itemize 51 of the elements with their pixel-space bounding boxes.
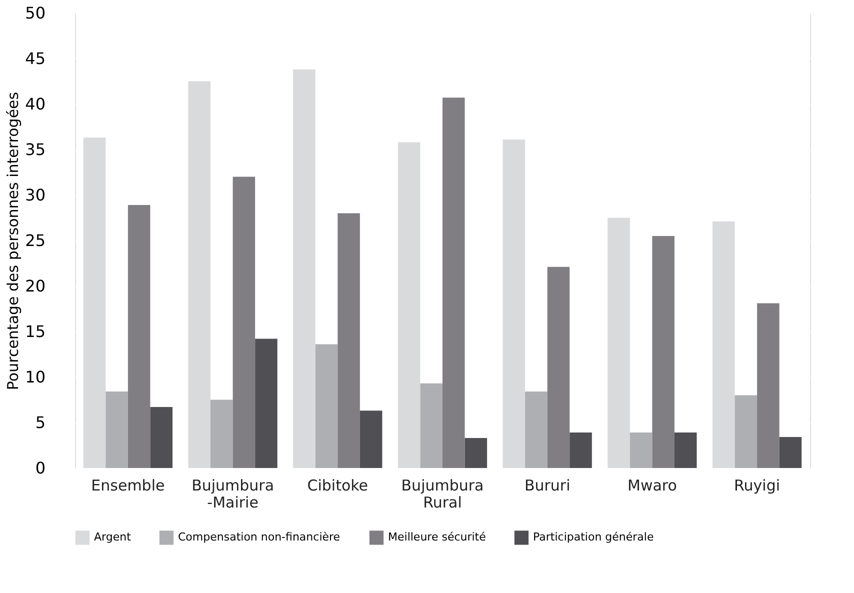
bar — [83, 138, 106, 468]
bar — [188, 81, 211, 468]
x-tick-label: Ensemble — [91, 476, 165, 494]
y-tick-label: 0 — [35, 458, 46, 478]
bar — [106, 392, 128, 468]
legend-label: Participation générale — [533, 530, 654, 544]
x-tick-label: Cibitoke — [307, 476, 368, 494]
bar — [442, 98, 465, 468]
bar — [547, 266, 570, 468]
bar — [525, 392, 548, 468]
bar — [652, 236, 674, 468]
bar — [464, 438, 488, 468]
y-tick-label: 15 — [25, 322, 46, 341]
bar — [502, 139, 526, 468]
legend-label: Argent — [94, 530, 132, 544]
bar — [674, 432, 697, 468]
y-axis-title: Pourcentage des personnes interrogées — [4, 92, 22, 390]
bar — [712, 221, 735, 468]
y-tick-label: 35 — [25, 140, 46, 159]
bar — [150, 407, 173, 468]
bar — [338, 213, 360, 468]
y-tick-label: 40 — [25, 94, 46, 114]
y-tick-label: 50 — [25, 4, 46, 22]
y-tick-label: 20 — [25, 276, 46, 296]
legend-label: Meilleure sécurité — [388, 530, 486, 544]
bar — [420, 383, 442, 468]
x-tick-label: Bururi — [524, 476, 570, 494]
y-tick-label: 45 — [25, 49, 46, 68]
y-tick-label: 5 — [35, 413, 46, 432]
bar — [570, 432, 592, 468]
bar — [315, 344, 338, 468]
x-tick-label: Mwaro — [627, 476, 677, 494]
bar — [293, 69, 316, 468]
bar — [608, 218, 630, 468]
y-tick-label: 30 — [25, 186, 46, 204]
y-tick-label: 10 — [25, 368, 46, 386]
y-tick-label: 25 — [25, 231, 46, 250]
bar — [398, 142, 420, 468]
bar — [210, 400, 233, 468]
bar — [232, 176, 256, 468]
legend-label: Compensation non-financière — [178, 530, 340, 544]
bar — [630, 432, 652, 468]
bar — [128, 205, 150, 468]
bar — [255, 338, 278, 468]
bar — [734, 395, 758, 468]
x-tick-label: Bujumbura -Mairie — [192, 476, 274, 512]
bar — [360, 410, 382, 468]
bar — [779, 437, 802, 468]
x-tick-label: Ruyigi — [734, 476, 780, 494]
x-tick-label: Bujumbura Rural — [401, 476, 484, 512]
bar — [757, 303, 780, 468]
